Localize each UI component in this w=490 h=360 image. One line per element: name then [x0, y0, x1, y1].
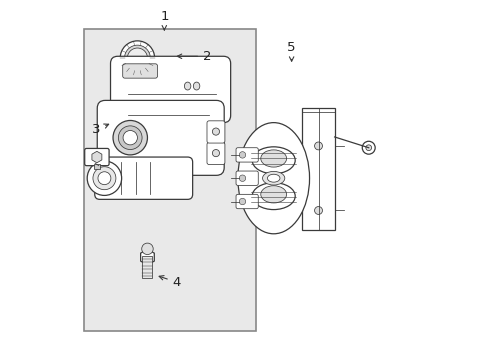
Circle shape	[113, 121, 147, 155]
Polygon shape	[141, 249, 154, 265]
Circle shape	[366, 145, 371, 150]
Circle shape	[212, 149, 220, 157]
Circle shape	[142, 243, 153, 255]
Circle shape	[119, 126, 142, 149]
Circle shape	[239, 175, 245, 181]
Polygon shape	[89, 149, 108, 166]
Text: 4: 4	[159, 276, 181, 289]
Text: 3: 3	[92, 123, 109, 136]
FancyBboxPatch shape	[97, 100, 224, 175]
Ellipse shape	[252, 147, 295, 174]
FancyBboxPatch shape	[143, 256, 152, 278]
FancyBboxPatch shape	[236, 194, 258, 209]
Circle shape	[239, 152, 245, 158]
Bar	[302, 108, 335, 230]
Ellipse shape	[261, 186, 287, 203]
FancyBboxPatch shape	[236, 148, 258, 162]
FancyBboxPatch shape	[207, 121, 225, 143]
Text: 5: 5	[287, 41, 296, 61]
Circle shape	[93, 167, 116, 190]
Circle shape	[120, 41, 155, 75]
Ellipse shape	[263, 171, 285, 185]
FancyBboxPatch shape	[94, 164, 100, 168]
Ellipse shape	[238, 123, 310, 234]
Circle shape	[212, 128, 220, 135]
FancyBboxPatch shape	[111, 56, 231, 123]
FancyBboxPatch shape	[85, 148, 109, 166]
Text: 1: 1	[160, 10, 169, 30]
Text: 2: 2	[177, 50, 212, 63]
Circle shape	[315, 142, 322, 150]
Circle shape	[123, 131, 137, 145]
Circle shape	[124, 45, 150, 71]
FancyBboxPatch shape	[84, 30, 256, 330]
Ellipse shape	[252, 183, 295, 210]
FancyBboxPatch shape	[236, 171, 258, 185]
Circle shape	[239, 198, 245, 205]
FancyBboxPatch shape	[207, 142, 225, 165]
Circle shape	[127, 48, 147, 68]
Circle shape	[98, 172, 111, 185]
Ellipse shape	[184, 82, 191, 90]
Circle shape	[362, 141, 375, 154]
Circle shape	[87, 161, 122, 195]
Polygon shape	[92, 151, 102, 163]
Ellipse shape	[261, 150, 287, 167]
Circle shape	[315, 207, 322, 215]
FancyBboxPatch shape	[95, 157, 193, 199]
FancyBboxPatch shape	[122, 64, 157, 78]
Ellipse shape	[194, 82, 200, 90]
Ellipse shape	[268, 174, 280, 182]
